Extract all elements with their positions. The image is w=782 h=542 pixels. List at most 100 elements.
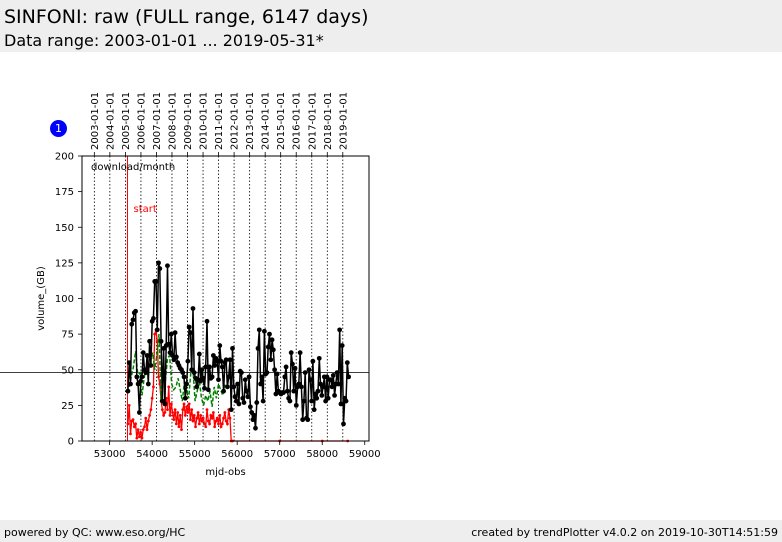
y-tick-label: 200 bbox=[55, 152, 74, 163]
data-point-total bbox=[227, 357, 233, 363]
data-point-total bbox=[205, 387, 211, 393]
top-tick-label: 2003-01-01 bbox=[90, 92, 101, 150]
plot-number-badge: 1 bbox=[50, 120, 67, 137]
data-point-red bbox=[213, 425, 217, 429]
data-point-total bbox=[332, 393, 337, 398]
y-tick-label: 25 bbox=[61, 401, 74, 412]
data-point-red bbox=[167, 385, 171, 389]
data-point-total bbox=[330, 373, 336, 378]
data-point-red bbox=[195, 416, 199, 420]
data-point-red bbox=[178, 413, 182, 417]
top-tick-label: 2017-01-01 bbox=[307, 92, 318, 150]
data-point-red bbox=[208, 422, 211, 426]
data-point-total bbox=[143, 370, 149, 375]
data-point-red bbox=[158, 382, 162, 386]
data-point-red bbox=[148, 413, 152, 417]
data-point-total bbox=[290, 361, 295, 367]
data-point-total bbox=[311, 407, 317, 413]
data-point-total bbox=[244, 388, 249, 394]
data-point-red bbox=[176, 411, 180, 414]
data-point-total bbox=[157, 266, 163, 271]
data-point-red bbox=[203, 422, 206, 426]
data-point-total bbox=[139, 374, 145, 380]
data-point-total bbox=[129, 321, 135, 327]
data-point-total bbox=[156, 260, 161, 266]
data-point-total bbox=[251, 412, 257, 418]
top-tick-label: 2014-01-01 bbox=[261, 92, 272, 150]
data-point-total bbox=[335, 381, 341, 387]
data-point-red bbox=[206, 419, 210, 423]
x-tick-label: 59000 bbox=[349, 449, 381, 460]
data-point-red bbox=[189, 418, 192, 422]
data-point-total bbox=[339, 343, 345, 348]
data-point-total bbox=[216, 377, 221, 383]
data-point-total bbox=[236, 401, 242, 407]
series-line-total bbox=[127, 262, 350, 429]
data-point-red bbox=[192, 413, 196, 417]
data-point-red bbox=[169, 402, 173, 406]
data-point-total bbox=[300, 417, 306, 423]
x-tick-label: 55000 bbox=[179, 449, 211, 460]
data-point-red bbox=[197, 422, 201, 426]
data-point-total bbox=[148, 363, 154, 368]
data-point-red bbox=[153, 332, 157, 336]
data-point-red bbox=[226, 422, 229, 426]
data-point-red bbox=[132, 425, 136, 429]
data-point-total bbox=[168, 331, 174, 337]
data-point-total bbox=[343, 398, 349, 404]
top-tick-label: 2007-01-01 bbox=[152, 92, 163, 150]
page-title: SINFONI: raw (FULL range, 6147 days) bbox=[4, 6, 369, 28]
data-point-total bbox=[256, 327, 262, 333]
data-point-total bbox=[137, 410, 142, 415]
data-point-total bbox=[133, 308, 138, 314]
data-point-red bbox=[222, 416, 225, 420]
data-point-total bbox=[346, 374, 351, 380]
footer-powered-by: powered by QC: www.eso.org/HC bbox=[4, 526, 186, 539]
start-label: start bbox=[133, 204, 156, 215]
header-bar: SINFONI: raw (FULL range, 6147 days) Dat… bbox=[0, 0, 782, 52]
top-tick-label: 2016-01-01 bbox=[292, 92, 303, 150]
data-point-total bbox=[173, 354, 179, 360]
data-point-total bbox=[162, 401, 168, 407]
download-per-month-label: download/month bbox=[91, 162, 175, 173]
data-point-total bbox=[265, 344, 271, 350]
data-point-total bbox=[239, 370, 244, 375]
data-point-total bbox=[307, 377, 313, 383]
data-point-total bbox=[259, 374, 265, 380]
data-point-total bbox=[274, 371, 280, 377]
data-point-red bbox=[177, 425, 181, 429]
data-point-total bbox=[223, 357, 229, 363]
x-axis-label: mjd-obs bbox=[205, 467, 245, 478]
y-tick-label: 125 bbox=[55, 258, 74, 269]
data-point-total bbox=[281, 390, 286, 395]
data-point-red bbox=[168, 413, 172, 417]
data-point-total bbox=[214, 358, 220, 364]
footer-bar: powered by QC: www.eso.org/HC created by… bbox=[0, 520, 782, 542]
data-point-total bbox=[230, 345, 235, 351]
data-point-total bbox=[264, 370, 270, 375]
data-point-red bbox=[183, 413, 187, 417]
data-point-total bbox=[320, 384, 326, 390]
data-point-total bbox=[134, 374, 140, 380]
data-point-red bbox=[210, 416, 214, 420]
data-point-red bbox=[186, 411, 190, 414]
data-point-total bbox=[334, 370, 340, 375]
data-point-total bbox=[325, 395, 331, 401]
data-point-total bbox=[226, 374, 232, 380]
data-point-total bbox=[140, 350, 146, 356]
data-point-red bbox=[131, 418, 135, 422]
data-point-total bbox=[217, 343, 223, 348]
data-point-red bbox=[150, 396, 154, 400]
data-point-total bbox=[337, 327, 343, 333]
x-tick-label: 56000 bbox=[221, 449, 253, 460]
data-point-red bbox=[187, 402, 191, 406]
data-point-total bbox=[301, 398, 307, 404]
data-point-red bbox=[185, 405, 188, 409]
data-point-total bbox=[272, 367, 278, 373]
data-point-total bbox=[151, 316, 156, 321]
data-point-red bbox=[204, 425, 208, 429]
data-point-total bbox=[202, 385, 207, 391]
data-point-total bbox=[125, 388, 131, 394]
data-point-red bbox=[152, 385, 155, 389]
data-point-total bbox=[158, 338, 164, 344]
